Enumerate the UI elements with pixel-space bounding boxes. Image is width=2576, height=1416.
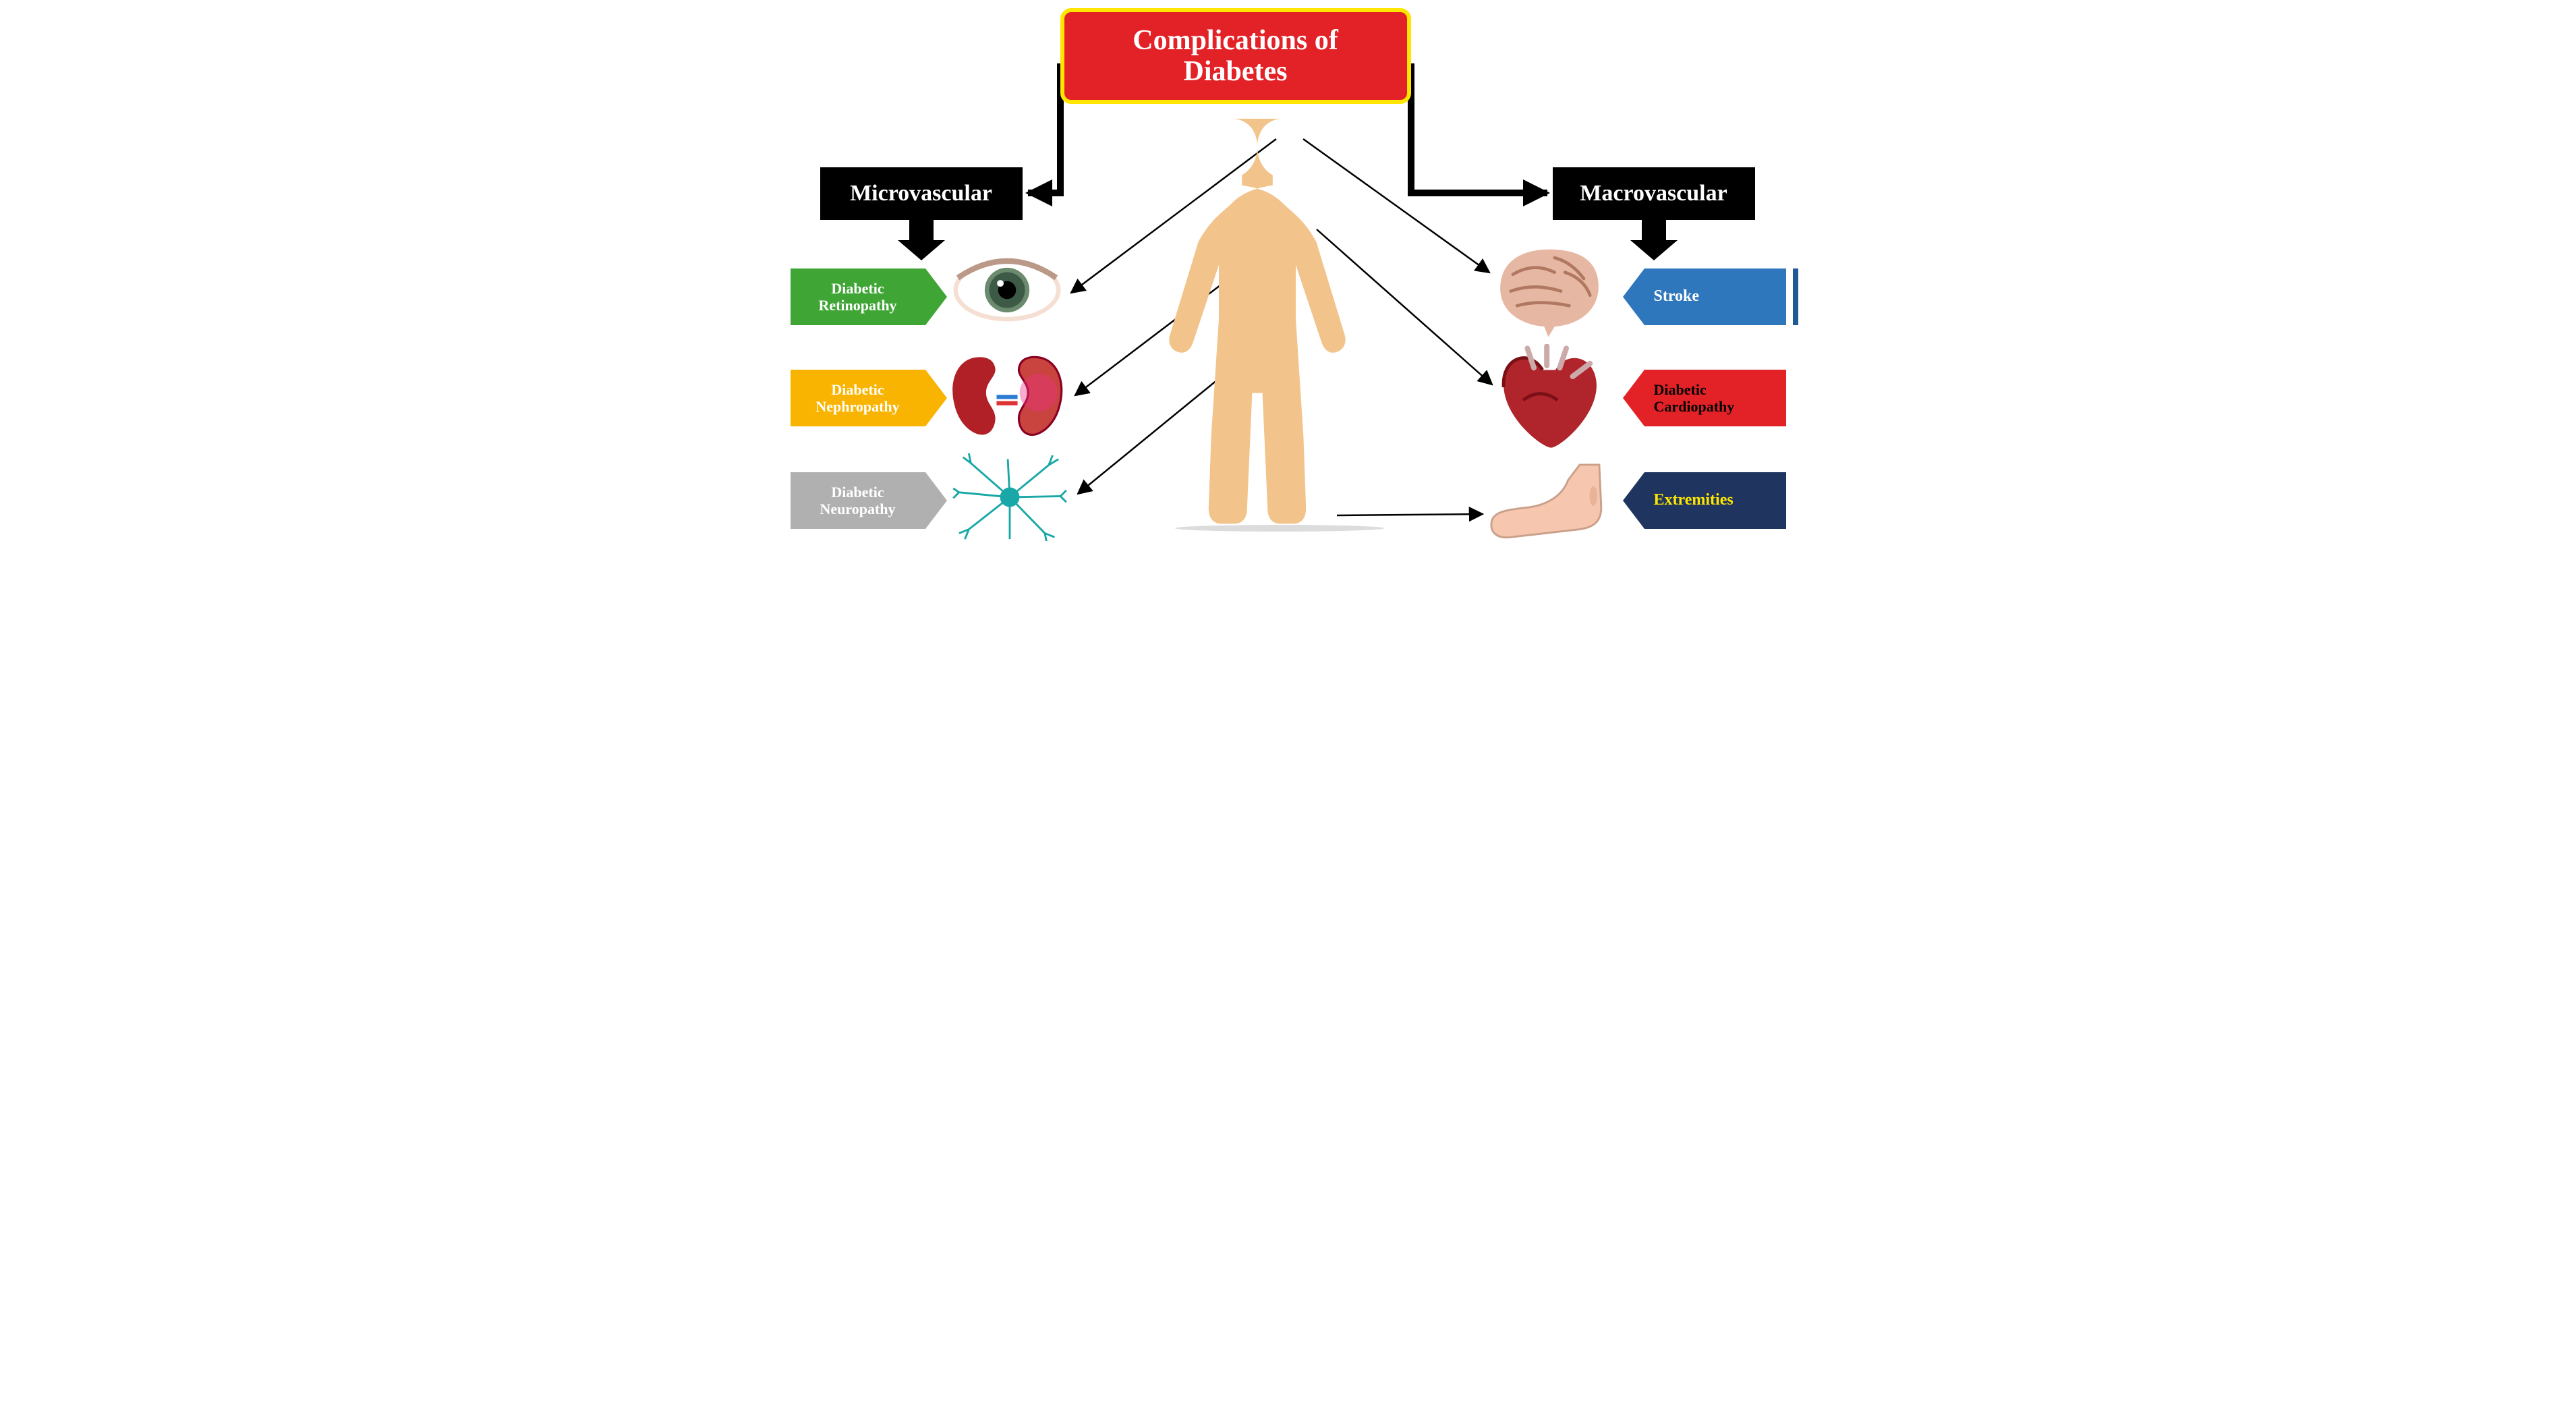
diabetes-complications-diagram: Complications of Diabetes Microvascular … — [777, 0, 1800, 539]
tag-stroke-accent — [1793, 268, 1798, 325]
foot-icon — [1485, 463, 1613, 541]
tag-extremities-label: Extremities — [1654, 491, 1734, 510]
category-microvascular: Microvascular — [820, 167, 1023, 220]
brain-icon — [1492, 243, 1607, 337]
title-line2: Diabetes — [1184, 56, 1288, 87]
tag-retinopathy: DiabeticRetinopathy — [791, 268, 925, 325]
title-line1: Complications of — [1133, 25, 1338, 56]
title-box: Complications of Diabetes — [1060, 8, 1411, 104]
tag-cardiopathy-label: DiabeticCardiopathy — [1654, 381, 1735, 416]
tag-nephropathy-label: DiabeticNephropathy — [815, 381, 899, 416]
neuron-icon — [946, 453, 1074, 541]
category-macrovascular: Macrovascular — [1553, 167, 1755, 220]
heart-icon — [1489, 344, 1611, 452]
tag-neuropathy: DiabeticNeuropathy — [791, 472, 925, 529]
tag-stroke-label: Stroke — [1654, 287, 1700, 306]
title-text: Complications of Diabetes — [1133, 25, 1338, 87]
eye-icon — [950, 251, 1064, 329]
tag-neuropathy-label: DiabeticNeuropathy — [820, 484, 895, 518]
kidney-icon — [943, 351, 1071, 445]
tag-extremities: Extremities — [1644, 472, 1786, 529]
human-body-icon — [1155, 118, 1411, 530]
tag-stroke: Stroke — [1644, 268, 1786, 325]
category-microvascular-label: Microvascular — [850, 181, 992, 206]
tag-retinopathy-label: DiabeticRetinopathy — [818, 280, 896, 314]
tag-nephropathy: DiabeticNephropathy — [791, 370, 925, 426]
category-macrovascular-label: Macrovascular — [1580, 181, 1727, 206]
tag-cardiopathy: DiabeticCardiopathy — [1644, 370, 1786, 426]
